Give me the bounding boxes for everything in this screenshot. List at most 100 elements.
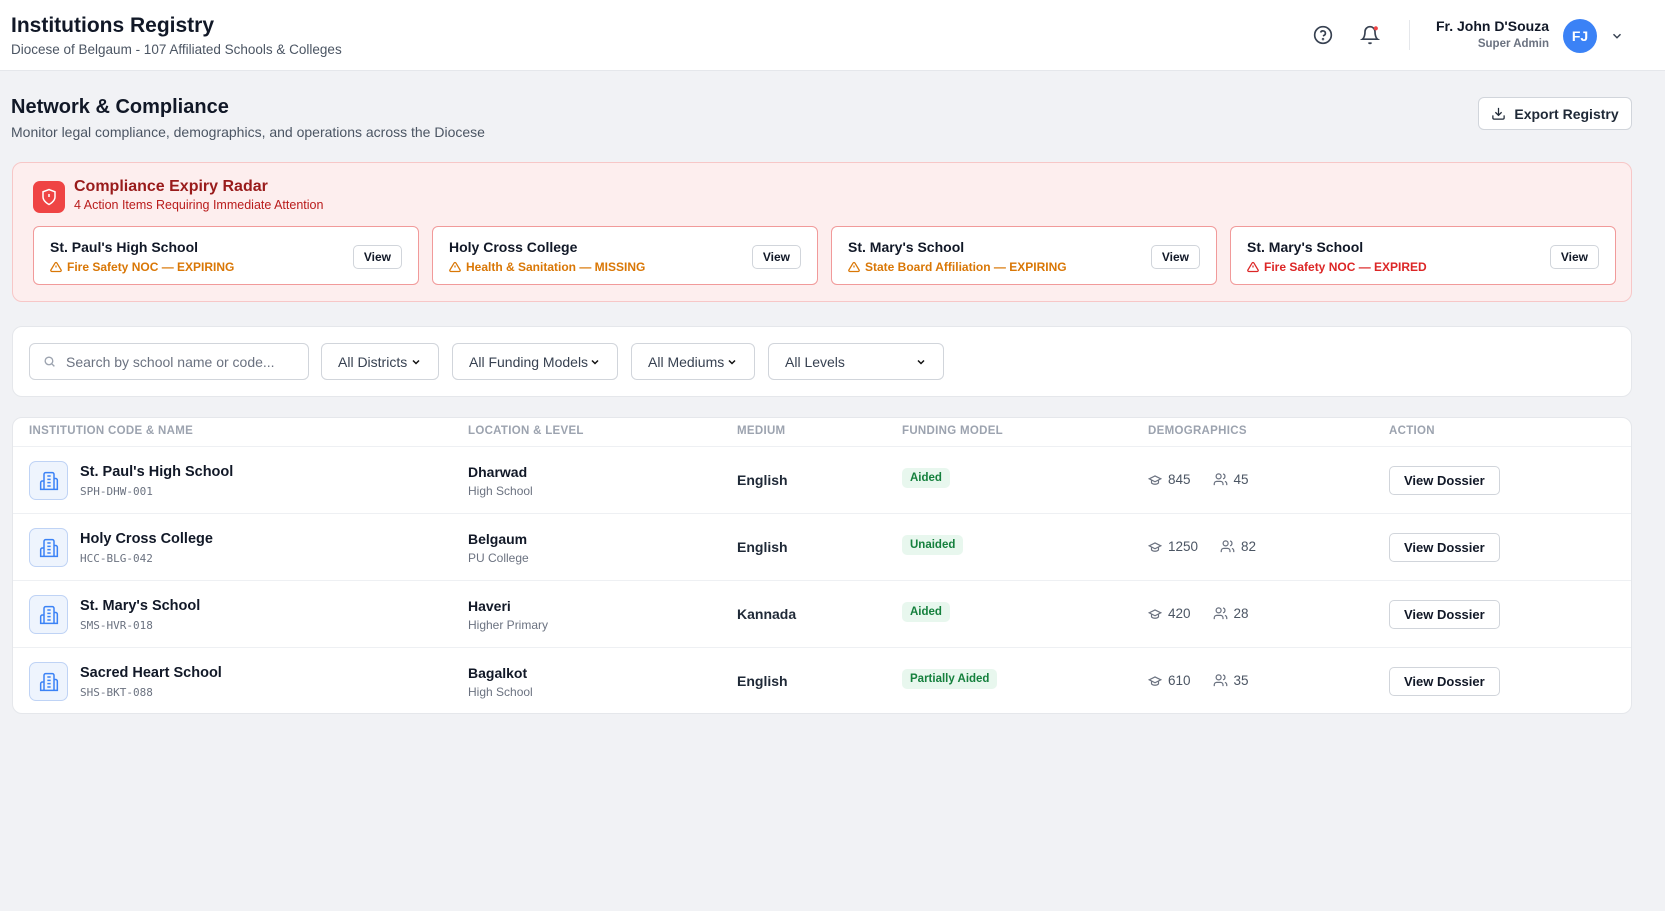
filter-select[interactable]: All Levels [768,343,944,380]
divider [1409,20,1410,50]
school-name: St. Mary's School [80,598,201,614]
funding-badge: Partially Aided [902,669,998,689]
demographics: 1250 82 [1148,539,1256,554]
export-label: Export Registry [1514,105,1619,122]
medium: English [737,472,788,488]
radar-title: Compliance Expiry Radar [74,178,268,195]
filter-select-label: All Mediums [648,353,725,370]
location: Bagalkot [468,665,528,681]
alert-issue-text: Fire Safety NOC — EXPIRED [1264,260,1427,274]
institutions-table: Institution Code & Name Location & Level M… [12,417,1632,714]
alert-view-button[interactable]: View [1549,245,1599,269]
school-name: St. Paul's High School [80,464,234,480]
table-row: Holy Cross College HCC-BLG-042 Belgaum PU C… [13,513,1631,580]
students-count: 610 [1168,673,1191,688]
students-count: 1250 [1168,539,1199,554]
alert-school: Holy Cross College [449,239,578,255]
alert-school: St. Mary's School [1247,239,1364,255]
alert-issue: State Board Affiliation — EXPIRING [848,260,1067,274]
page-subtitle: Monitor legal compliance, demographics, … [11,124,485,140]
level: Higher Primary [468,618,549,632]
alert-school: St. Mary's School [848,239,965,255]
help-icon[interactable] [1313,25,1333,45]
page-title: Network & Compliance [11,96,229,118]
filter-select-label: All Levels [785,353,845,370]
medium: English [737,673,788,689]
column-header: Medium [737,425,786,437]
school-name: Sacred Heart School [80,665,222,681]
alert-view-button[interactable]: View [1150,245,1200,269]
demographics: 845 45 [1148,472,1249,487]
app-title: Institutions Registry [11,14,215,37]
demographics: 420 28 [1148,606,1249,621]
view-dossier-button[interactable]: View Dossier [1389,466,1500,495]
filter-select-label: All Districts [338,353,408,370]
table-row: St. Paul's High School SPH-DHW-001 Dharwad… [13,446,1631,513]
alert-issue: Fire Safety NOC — EXPIRED [1247,260,1427,274]
building-icon [29,461,68,500]
alert-school: St. Paul's High School [50,239,199,255]
search-placeholder: Search by school name or code... [66,353,275,370]
school-code: SHS-BKT-088 [80,686,153,699]
school-name: Holy Cross College [80,531,213,547]
building-icon [29,528,68,567]
top-bar: Institutions Registry Diocese of Belgaum… [0,0,1665,71]
column-header: Funding Model [902,425,1004,437]
notifications-icon[interactable] [1360,25,1380,45]
compliance-radar: Compliance Expiry Radar 4 Action Items R… [12,162,1632,302]
filter-select[interactable]: All Funding Models [452,343,618,380]
view-dossier-button[interactable]: View Dossier [1389,533,1500,562]
view-dossier-button[interactable]: View Dossier [1389,667,1500,696]
students-count: 420 [1168,606,1191,621]
user-role: Super Admin [1477,38,1549,50]
medium: Kannada [737,606,797,622]
filter-select[interactable]: All Mediums [631,343,755,380]
column-header: Action [1389,425,1435,437]
location: Belgaum [468,531,528,547]
column-header: Demographics [1148,425,1247,437]
app-subtitle: Diocese of Belgaum - 107 Affiliated Scho… [11,42,342,57]
funding-badge: Unaided [902,535,964,555]
building-icon [29,595,68,634]
filter-select-label: All Funding Models [469,353,589,370]
table-row: Sacred Heart School SHS-BKT-088 Bagalkot Hi… [13,647,1631,713]
filter-select[interactable]: All Districts [321,343,439,380]
staff-count: 82 [1241,539,1257,554]
alert-card: St. Mary's School State Board Affiliation… [831,226,1217,285]
alert-issue: Health & Sanitation — MISSING [449,260,645,274]
alert-list: St. Paul's High School Fire Safety NOC — … [33,226,1616,285]
staff-count: 45 [1233,472,1249,487]
building-icon [29,662,68,701]
alert-view-button[interactable]: View [352,245,402,269]
search-input[interactable]: Search by school name or code... [29,343,309,380]
level: High School [468,484,533,498]
user-menu-chevron[interactable] [1610,29,1624,43]
alert-view-button[interactable]: View [751,245,801,269]
avatar[interactable]: FJ [1563,19,1597,53]
school-code: SMS-HVR-018 [80,619,153,632]
alert-card: Holy Cross College Health & Sanitation — … [432,226,818,285]
export-button[interactable]: Export Registry [1478,97,1632,130]
funding-badge: Aided [902,468,950,488]
column-header: Institution Code & Name [29,425,194,437]
funding-badge: Aided [902,602,950,622]
school-code: HCC-BLG-042 [80,552,153,565]
staff-count: 28 [1233,606,1249,621]
alert-issue-text: Health & Sanitation — MISSING [466,260,646,274]
level: High School [468,685,533,699]
school-code: SPH-DHW-001 [80,485,153,498]
alert-issue-text: State Board Affiliation — EXPIRING [865,260,1067,274]
medium: English [737,539,788,555]
location: Haveri [468,598,511,614]
view-dossier-button[interactable]: View Dossier [1389,600,1500,629]
students-count: 845 [1168,472,1191,487]
download-icon [1492,107,1506,120]
staff-count: 35 [1233,673,1249,688]
alert-card: St. Paul's High School Fire Safety NOC — … [33,226,419,285]
radar-subtitle: 4 Action Items Requiring Immediate Atten… [74,198,324,212]
user-name: Fr. John D'Souza [1435,18,1549,34]
demographics: 610 35 [1148,673,1249,688]
level: PU College [468,551,529,565]
location: Dharwad [468,464,528,480]
